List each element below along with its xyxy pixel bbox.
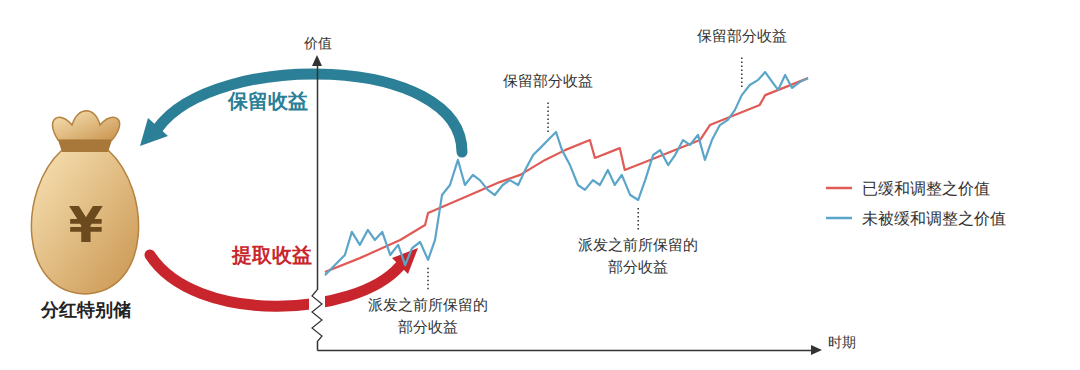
annotation-leader bbox=[741, 57, 743, 87]
arrow-label: 提取收益 bbox=[231, 243, 312, 267]
plot-area bbox=[325, 72, 808, 275]
legend-swatch bbox=[826, 217, 852, 220]
arrow-shaft bbox=[158, 74, 462, 152]
y-axis-title: 价值 bbox=[303, 35, 332, 51]
annotation-text: 派发之前所保留的 bbox=[578, 236, 698, 254]
bag-symbol: ¥ bbox=[69, 196, 104, 254]
bag-top bbox=[53, 111, 120, 140]
annotation: 派发之前所保留的部分收益 bbox=[578, 208, 698, 276]
legend: 已缓和调整之价值未被缓和调整之价值 bbox=[826, 179, 1006, 228]
x-axis-arrow bbox=[811, 345, 822, 355]
x-axis bbox=[318, 350, 816, 351]
annotation: 保留部分收益 bbox=[697, 27, 787, 87]
arrow-head bbox=[140, 118, 168, 146]
series-line bbox=[325, 72, 808, 275]
annotation: 派发之前所保留的部分收益 bbox=[368, 268, 488, 336]
annotation-leader bbox=[637, 208, 639, 232]
annotation-text: 部分收益 bbox=[398, 318, 458, 336]
x-axis-title: 时期 bbox=[828, 334, 856, 350]
bag-label: 分红特别储 bbox=[40, 299, 131, 320]
axis-break-mask bbox=[309, 290, 325, 342]
axis-break bbox=[312, 290, 322, 342]
bag-body bbox=[31, 150, 138, 294]
arrow-label: 保留收益 bbox=[227, 89, 308, 113]
x-axis-line bbox=[318, 350, 816, 352]
annotation: 保留部分收益 bbox=[503, 72, 593, 132]
bag-tie bbox=[58, 140, 112, 152]
figure: ¥分红特别储保留收益提取收益价值时期保留部分收益保留部分收益派发之前所保留的部分… bbox=[0, 0, 1080, 370]
annotation-leader bbox=[427, 268, 429, 292]
legend-swatch bbox=[826, 187, 852, 190]
annotation-text: 保留部分收益 bbox=[697, 27, 787, 45]
annotation-text: 部分收益 bbox=[608, 258, 668, 276]
legend-label: 未被缓和调整之价值 bbox=[862, 209, 1006, 228]
legend-label: 已缓和调整之价值 bbox=[862, 179, 990, 198]
annotation-text: 派发之前所保留的 bbox=[368, 296, 488, 314]
annotation-leader bbox=[547, 102, 549, 132]
flow-arrow: 保留收益 bbox=[140, 74, 462, 152]
annotation-text: 保留部分收益 bbox=[503, 72, 593, 90]
money-bag: ¥ 分红特别储 bbox=[31, 111, 138, 320]
arrow-head bbox=[392, 248, 418, 274]
y-axis-arrow bbox=[312, 55, 322, 66]
